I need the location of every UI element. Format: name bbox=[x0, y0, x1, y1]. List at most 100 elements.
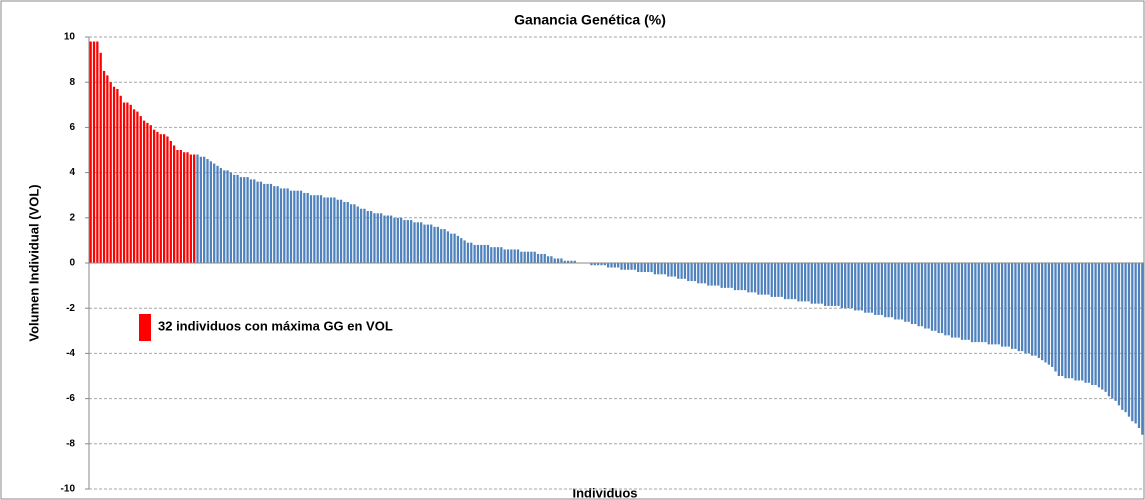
bar bbox=[1141, 263, 1144, 435]
bar bbox=[1064, 263, 1067, 379]
bar bbox=[673, 263, 677, 277]
bar bbox=[363, 208, 366, 263]
bar bbox=[887, 263, 890, 318]
bar bbox=[960, 263, 964, 340]
y-tick-label: 0 bbox=[69, 258, 75, 269]
bar bbox=[897, 263, 900, 320]
bar bbox=[910, 263, 914, 325]
bar bbox=[119, 95, 122, 263]
bar bbox=[793, 263, 797, 300]
bar bbox=[520, 251, 523, 263]
bar bbox=[146, 122, 149, 263]
bar bbox=[977, 263, 980, 343]
bar bbox=[994, 263, 997, 345]
bar bbox=[460, 238, 463, 263]
bar bbox=[366, 211, 369, 263]
bar bbox=[246, 177, 249, 263]
bar bbox=[1084, 263, 1087, 383]
bar bbox=[990, 263, 994, 345]
bar bbox=[303, 192, 306, 263]
bar bbox=[730, 263, 733, 288]
bar bbox=[443, 229, 446, 263]
bar bbox=[710, 263, 713, 286]
bar bbox=[289, 190, 293, 263]
bar bbox=[633, 263, 636, 270]
bar bbox=[867, 263, 870, 313]
bar bbox=[393, 217, 396, 263]
bar bbox=[106, 75, 109, 263]
bar bbox=[526, 251, 530, 263]
bar bbox=[854, 263, 857, 311]
bar bbox=[553, 258, 556, 263]
bar bbox=[440, 229, 443, 263]
bar bbox=[293, 190, 296, 263]
bar bbox=[967, 263, 970, 340]
bar bbox=[803, 263, 807, 302]
bar bbox=[466, 242, 470, 263]
bar bbox=[369, 211, 373, 263]
bar bbox=[957, 263, 960, 338]
bar bbox=[690, 263, 693, 282]
bar bbox=[286, 188, 289, 263]
bar bbox=[657, 263, 660, 275]
bar bbox=[126, 102, 129, 263]
bar bbox=[700, 263, 703, 284]
bar bbox=[900, 263, 904, 320]
bar bbox=[1101, 263, 1104, 390]
bar bbox=[199, 156, 202, 263]
bar bbox=[516, 249, 520, 263]
bar bbox=[950, 263, 954, 338]
legend-swatch bbox=[139, 314, 151, 341]
legend-label: 32 individuos con máxima GG en VOL bbox=[158, 318, 393, 333]
bar bbox=[1054, 263, 1057, 372]
bar bbox=[1037, 263, 1040, 358]
bar bbox=[747, 263, 750, 293]
bar bbox=[877, 263, 880, 315]
bar bbox=[396, 217, 399, 263]
bar bbox=[1047, 263, 1050, 365]
bar bbox=[376, 213, 379, 263]
bar bbox=[1077, 263, 1081, 381]
bar bbox=[356, 206, 359, 263]
bar bbox=[670, 263, 673, 277]
bar bbox=[243, 177, 246, 263]
bar bbox=[830, 263, 833, 306]
bar bbox=[326, 197, 329, 263]
bar bbox=[934, 263, 937, 331]
bar bbox=[523, 251, 526, 263]
bar bbox=[383, 215, 386, 263]
bar bbox=[974, 263, 977, 343]
bar bbox=[343, 201, 346, 263]
bar bbox=[536, 253, 540, 263]
bar bbox=[189, 154, 192, 263]
bar bbox=[703, 263, 707, 284]
bar bbox=[556, 258, 560, 263]
bar bbox=[940, 263, 944, 334]
bar bbox=[597, 263, 600, 266]
bar bbox=[713, 263, 717, 286]
bar bbox=[653, 263, 657, 275]
bar bbox=[129, 104, 132, 263]
bar bbox=[296, 190, 299, 263]
bar bbox=[743, 263, 747, 291]
bar bbox=[483, 244, 486, 263]
bar bbox=[914, 263, 917, 325]
bar bbox=[386, 215, 389, 263]
bar bbox=[426, 224, 430, 263]
bar bbox=[112, 86, 116, 263]
bar bbox=[937, 263, 940, 334]
bar bbox=[697, 263, 700, 284]
bar bbox=[864, 263, 867, 313]
bar bbox=[359, 208, 363, 263]
y-tick-label: -8 bbox=[66, 438, 75, 449]
bar bbox=[420, 222, 423, 263]
bar bbox=[987, 263, 990, 345]
bar bbox=[723, 263, 727, 288]
bar bbox=[1117, 263, 1121, 406]
bar bbox=[239, 177, 243, 263]
bar bbox=[607, 263, 610, 268]
bar bbox=[456, 235, 460, 263]
bar bbox=[570, 260, 573, 263]
bar bbox=[590, 263, 593, 266]
bar bbox=[533, 251, 536, 263]
